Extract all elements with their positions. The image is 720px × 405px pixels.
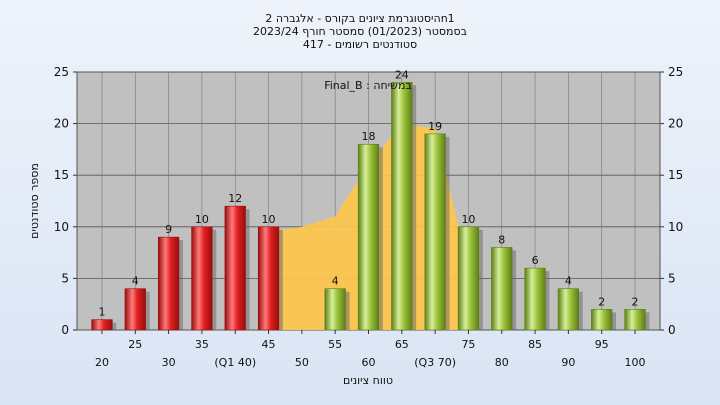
bar-shadow	[378, 147, 383, 330]
bar-90	[557, 288, 580, 331]
bar-shadow	[212, 229, 217, 330]
bar-20	[91, 319, 113, 331]
data-label-25: 4	[132, 275, 139, 288]
data-label-60: 18	[362, 130, 376, 143]
bar-85	[524, 267, 546, 331]
x-tick-label-65: 65	[395, 338, 409, 351]
y-tick-label-right: 20	[668, 117, 683, 131]
y-tick-label-right: 25	[668, 65, 683, 79]
bar-shadow	[545, 271, 550, 330]
data-label-30: 9	[165, 223, 172, 236]
bars	[91, 82, 650, 331]
bar-65	[391, 82, 413, 331]
data-label-45: 10	[262, 213, 276, 226]
bar-shadow	[112, 322, 117, 330]
x-tick-label-100: 100	[625, 356, 646, 369]
y-tick-label-left: 25	[54, 65, 69, 79]
bar-55	[324, 288, 346, 331]
bar-shadow	[445, 136, 450, 330]
bar-60	[357, 143, 380, 331]
bar-95	[591, 309, 613, 331]
chart-title-line-2: בסמסטר (01/2023) סמסטר חורף 2023/24	[253, 25, 467, 38]
x-ticks: 20 25 30 35 (Q1 40) 45 50 55 60 65 (Q3 70) 75 80 85 90…	[95, 330, 646, 369]
bar-70	[424, 133, 446, 331]
y-ticks: 0 0 5 5 10 10 15 15 20 20 25 25	[54, 65, 684, 337]
data-label-100: 2	[632, 295, 639, 308]
bar-shadow	[412, 85, 417, 330]
y-tick-label-left: 10	[54, 220, 69, 234]
y-tick-label-right: 15	[668, 168, 683, 182]
y-tick-label-right: 10	[668, 220, 683, 234]
y-tick-label-left: 15	[54, 168, 69, 182]
chart-title-line-3: 417 - סטודנטים רשומים	[303, 38, 417, 51]
bar-30	[157, 236, 180, 331]
data-label-85: 6	[532, 254, 539, 267]
x-tick-label-45: 45	[262, 338, 276, 351]
bar-shadow	[245, 209, 250, 330]
bar-shadow	[345, 291, 350, 330]
y-axis-label: מספר סטודנטים	[28, 163, 41, 239]
x-tick-label-80: 80	[495, 356, 509, 369]
bar-35	[191, 226, 213, 331]
x-tick-label-40: (Q1 40)	[214, 356, 256, 369]
x-tick-label-25: 25	[128, 338, 142, 351]
chart-annotation: Final_B : במשיחה	[324, 79, 412, 92]
bar-45	[257, 226, 280, 331]
bar-25	[124, 288, 146, 331]
x-tick-label-50: 50	[295, 356, 309, 369]
bar-75	[457, 226, 480, 331]
bar-shadow	[578, 291, 583, 330]
bar-shadow	[612, 312, 617, 330]
data-label-80: 8	[498, 233, 505, 246]
chart-title-line-1: היסטוגרמת ציונים בקורס - אלגברה 2n1	[265, 12, 454, 25]
x-tick-label-75: 75	[461, 338, 475, 351]
y-tick-label-left: 0	[61, 323, 69, 337]
x-tick-label-30: 30	[162, 356, 176, 369]
bar-80	[491, 247, 513, 331]
data-label-75: 10	[461, 213, 475, 226]
x-tick-label-85: 85	[528, 338, 542, 351]
bar-shadow	[145, 291, 150, 330]
data-label-35: 10	[195, 213, 209, 226]
x-axis-label: טווח ציונים	[343, 374, 393, 387]
x-tick-label-60: 60	[362, 356, 376, 369]
data-label-65: 24	[395, 68, 409, 81]
bar-shadow	[478, 229, 483, 330]
bar-100	[624, 309, 646, 331]
y-tick-label-left: 5	[61, 271, 69, 285]
y-tick-label-right: 5	[668, 271, 676, 285]
data-label-55: 4	[332, 275, 339, 288]
x-tick-label-90: 90	[561, 356, 575, 369]
bar-shadow	[178, 240, 183, 330]
data-label-70: 19	[428, 120, 442, 133]
bar-shadow	[278, 229, 283, 330]
x-tick-label-35: 35	[195, 338, 209, 351]
x-tick-label-20: 20	[95, 356, 109, 369]
bar-shadow	[645, 312, 650, 330]
data-label-95: 2	[598, 295, 605, 308]
y-tick-label-right: 0	[668, 323, 676, 337]
data-labels: 1 4 9 10 12 10 4 18 24 19 10 8 6 4 2 2	[98, 68, 638, 318]
data-label-40: 12	[228, 192, 242, 205]
x-tick-label-95: 95	[595, 338, 609, 351]
x-tick-label-70: (Q3 70)	[414, 356, 456, 369]
data-label-90: 4	[565, 275, 572, 288]
x-tick-label-55: 55	[328, 338, 342, 351]
y-tick-label-left: 20	[54, 117, 69, 131]
data-label-20: 1	[98, 306, 105, 319]
bar-40	[224, 205, 246, 331]
bar-shadow	[512, 250, 517, 330]
